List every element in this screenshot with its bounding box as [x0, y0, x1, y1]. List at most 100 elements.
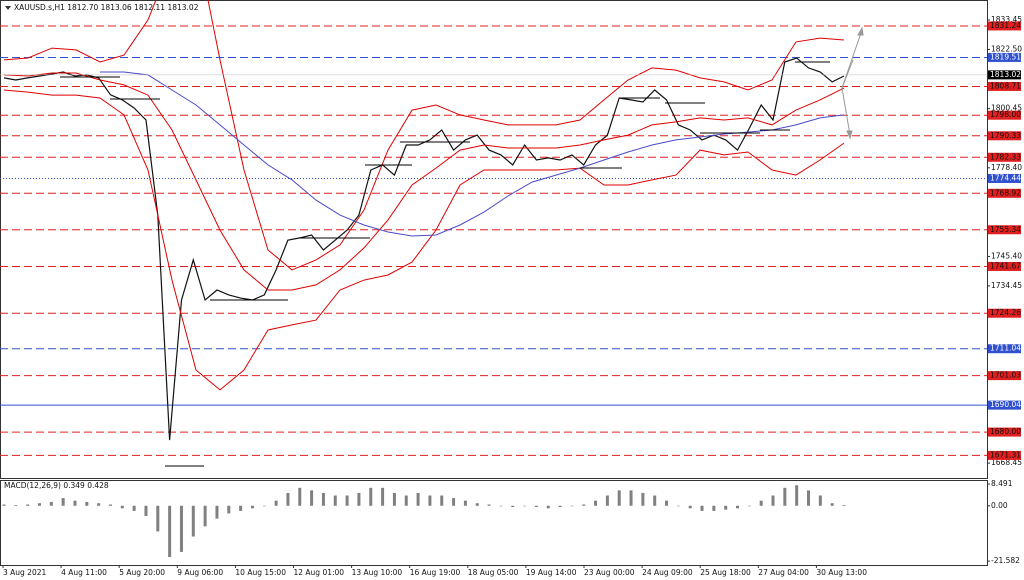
- current-price-label: 1813.02: [990, 70, 1021, 79]
- macd-bar: [310, 490, 314, 506]
- x-tick-label: 30 Aug 13:00: [816, 568, 867, 577]
- macd-panel: [0, 480, 988, 566]
- macd-bar: [108, 504, 112, 506]
- level-label-box: [988, 400, 1021, 410]
- level-label-box: [988, 344, 1021, 354]
- macd-bar: [534, 505, 538, 508]
- level-label: 1790.33: [990, 131, 1021, 140]
- macd-bar: [61, 498, 65, 506]
- current-price-box: [988, 70, 1021, 80]
- forecast-arrows: [841, 26, 864, 140]
- macd-bar: [759, 500, 763, 506]
- y-tick-label: 1745.40: [991, 251, 1022, 260]
- level-label-box: [988, 110, 1021, 120]
- macd-bar: [345, 495, 349, 506]
- x-tick-label: 18 Aug 05:00: [468, 568, 519, 577]
- macd-bar: [85, 501, 89, 506]
- macd-bar: [463, 500, 467, 506]
- level-label-box: [988, 21, 1021, 31]
- x-tick-label: 16 Aug 19:00: [410, 568, 461, 577]
- macd-bar: [262, 505, 266, 507]
- macd-bar: [594, 500, 598, 506]
- y-tick-label: 8.491: [991, 479, 1013, 488]
- level-label-box: [988, 371, 1021, 381]
- macd-bar: [818, 495, 822, 506]
- level-label: 1741.67: [990, 261, 1021, 270]
- macd-bar: [499, 505, 503, 507]
- macd-bar: [440, 495, 444, 506]
- macd-bar: [286, 492, 290, 506]
- y-tick-label: -21.582: [991, 556, 1020, 565]
- macd-bar: [357, 492, 361, 506]
- level-label-box: [988, 308, 1021, 318]
- macd-bar: [120, 505, 124, 509]
- level-label-box: [988, 131, 1021, 141]
- macd-bar: [298, 487, 302, 506]
- macd-bar: [250, 505, 254, 509]
- macd-bar: [665, 500, 669, 506]
- pivot-lines: [60, 61, 830, 467]
- level-label-box: [988, 173, 1021, 183]
- menu-triangle: [5, 6, 11, 10]
- x-tick-label: 4 Aug 11:00: [61, 568, 107, 577]
- macd-bar: [688, 505, 692, 509]
- y-tick-label: 1778.40: [991, 163, 1022, 172]
- macd-bar: [2, 504, 6, 506]
- macd-bar: [14, 505, 18, 506]
- macd-bar: [227, 505, 231, 514]
- level-label: 1680.00: [990, 427, 1021, 436]
- level-label-box: [988, 427, 1021, 437]
- macd-bar: [274, 500, 278, 506]
- macd-bar: [558, 505, 562, 508]
- macd-bar: [26, 504, 30, 506]
- macd-bar: [605, 495, 609, 506]
- macd-bar: [546, 505, 550, 509]
- macd-bar: [381, 487, 385, 506]
- macd-bar: [842, 505, 846, 506]
- macd-bar: [641, 492, 645, 506]
- y-tick-label: 1800.45: [991, 104, 1022, 113]
- macd-bar: [783, 487, 787, 506]
- x-tick-label: 9 Aug 06:00: [177, 568, 223, 577]
- level-label: 1724.26: [990, 308, 1021, 317]
- y-tick-label: 1734.45: [991, 281, 1022, 290]
- macd-bar: [404, 495, 408, 506]
- level-label: 1755.34: [990, 225, 1021, 234]
- level-label: 1671.31: [990, 450, 1021, 459]
- macd-bar: [49, 501, 53, 506]
- level-label-box: [988, 81, 1021, 91]
- level-label: 1774.44: [990, 173, 1021, 182]
- macd-layer: [2, 485, 846, 558]
- macd-bar: [807, 490, 811, 506]
- level-label: 1701.03: [990, 371, 1021, 380]
- macd-bar: [168, 505, 172, 558]
- macd-bar: [333, 495, 337, 506]
- x-tick-label: 10 Aug 15:00: [235, 568, 286, 577]
- y-tick-label: 0.00: [991, 501, 1008, 510]
- macd-bar: [215, 505, 219, 519]
- macd-bar: [736, 505, 740, 509]
- x-tick-label: 19 Aug 14:00: [526, 568, 577, 577]
- x-tick-label: 24 Aug 09:00: [642, 568, 693, 577]
- macd-bar: [653, 495, 657, 506]
- macd-bar: [132, 505, 136, 511]
- level-label: 1768.92: [990, 188, 1021, 197]
- macd-bar: [416, 492, 420, 506]
- macd-bar: [179, 505, 183, 552]
- macd-bar: [191, 505, 195, 537]
- y-tick-label: 1833.45: [991, 15, 1022, 24]
- y-tick-label: 1822.50: [991, 44, 1022, 53]
- level-label-box: [988, 225, 1021, 235]
- macd-bar: [321, 492, 325, 506]
- x-tick-label: 12 Aug 01:00: [294, 568, 345, 577]
- level-label: 1798.00: [990, 110, 1021, 119]
- macd-bar: [830, 503, 834, 506]
- indicator-line: [3, 89, 845, 391]
- macd-bar: [156, 505, 160, 532]
- macd-bar: [203, 505, 207, 527]
- level-label-box: [988, 52, 1021, 62]
- x-tick-label: 5 Aug 20:00: [119, 568, 165, 577]
- macd-bar: [239, 505, 243, 511]
- level-label: 1711.04: [990, 344, 1021, 353]
